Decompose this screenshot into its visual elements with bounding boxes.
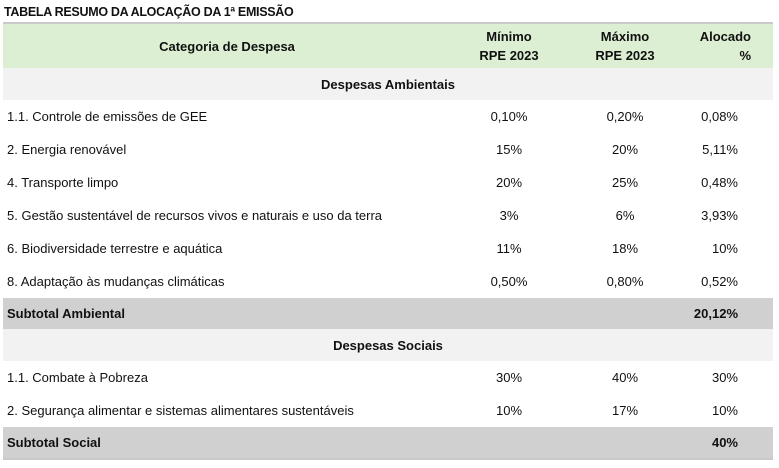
maximum-cell: 0,80% <box>606 274 644 289</box>
table-row: 2. Segurança alimentar e sistemas alimen… <box>3 394 773 427</box>
subtotal-value: 40% <box>683 427 773 460</box>
header-max-line2: RPE 2023 <box>595 48 655 63</box>
section-header: Despesas Sociais <box>3 329 773 361</box>
minimum-cell: 15% <box>495 142 523 157</box>
header-min-line2: RPE 2023 <box>479 48 539 63</box>
minimum-cell: 0,10% <box>490 109 528 124</box>
table-row: 4. Transporte limpo 20% 25% 0,48% <box>3 166 773 199</box>
category-cell: 2. Energia renovável <box>7 142 127 157</box>
table-row: 5. Gestão sustentável de recursos vivos … <box>3 199 773 232</box>
allocated-cell: 30% <box>711 370 738 385</box>
header-min-line1: Mínimo <box>486 29 532 44</box>
table-row: 8. Adaptação às mudanças climáticas 0,50… <box>3 265 773 298</box>
category-cell: 2. Segurança alimentar e sistemas alimen… <box>7 403 354 418</box>
category-cell: 4. Transporte limpo <box>7 175 119 190</box>
subtotal-label: Subtotal Ambiental <box>3 298 451 329</box>
minimum-cell: 30% <box>495 370 523 385</box>
table-row: 1.1. Controle de emissões de GEE 0,10% 0… <box>3 100 773 133</box>
allocated-cell: 0,08% <box>701 109 738 124</box>
header-allocated: Alocado % <box>683 22 773 68</box>
maximum-cell: 17% <box>611 403 639 418</box>
maximum-cell: 20% <box>611 142 639 157</box>
category-cell: 6. Biodiversidade terrestre e aquática <box>7 241 223 256</box>
maximum-cell: 25% <box>611 175 639 190</box>
table-row: 2. Energia renovável 15% 20% 5,11% <box>3 133 773 166</box>
header-minimum: Mínimo RPE 2023 <box>451 22 567 68</box>
table-title: TABELA RESUMO DA ALOCAÇÃO DA 1ª EMISSÃO <box>4 5 294 19</box>
minimum-cell: 0,50% <box>490 274 528 289</box>
allocated-cell: 10% <box>711 241 738 256</box>
maximum-cell: 18% <box>611 241 639 256</box>
minimum-cell: 11% <box>496 241 522 256</box>
subtotal-row: Subtotal Social 40% <box>3 427 773 460</box>
category-cell: 1.1. Combate à Pobreza <box>7 370 148 385</box>
table-row: 6. Biodiversidade terrestre e aquática 1… <box>3 232 773 265</box>
minimum-cell: 20% <box>495 175 523 190</box>
category-cell: 5. Gestão sustentável de recursos vivos … <box>7 208 383 223</box>
subtotal-value: 20,12% <box>683 298 773 329</box>
minimum-cell: 10% <box>495 403 523 418</box>
allocation-table: Categoria de Despesa Mínimo RPE 2023 Máxi… <box>3 22 773 460</box>
header-max-line1: Máximo <box>600 29 650 44</box>
maximum-cell: 40% <box>611 370 639 385</box>
section-title: Despesas Ambientais <box>3 68 773 100</box>
section-title: Despesas Sociais <box>3 329 773 361</box>
category-cell: 8. Adaptação às mudanças climáticas <box>7 274 225 289</box>
header-category: Categoria de Despesa <box>3 22 451 68</box>
table-header: Categoria de Despesa Mínimo RPE 2023 Máxi… <box>3 22 773 68</box>
maximum-cell: 0,20% <box>606 109 644 124</box>
allocated-cell: 0,48% <box>701 175 738 190</box>
minimum-cell: 3% <box>499 208 519 223</box>
section-header: Despesas Ambientais <box>3 68 773 100</box>
subtotal-row: Subtotal Ambiental 20,12% <box>3 298 773 329</box>
maximum-cell: 6% <box>615 208 635 223</box>
table-row: 1.1. Combate à Pobreza 30% 40% 30% <box>3 361 773 394</box>
allocated-cell: 10% <box>711 403 738 418</box>
category-cell: 1.1. Controle de emissões de GEE <box>7 109 208 124</box>
allocated-cell: 5,11% <box>702 142 738 157</box>
header-maximum: Máximo RPE 2023 <box>567 22 683 68</box>
allocated-cell: 0,52% <box>701 274 738 289</box>
allocated-cell: 3,93% <box>701 208 738 223</box>
subtotal-label: Subtotal Social <box>3 427 451 460</box>
